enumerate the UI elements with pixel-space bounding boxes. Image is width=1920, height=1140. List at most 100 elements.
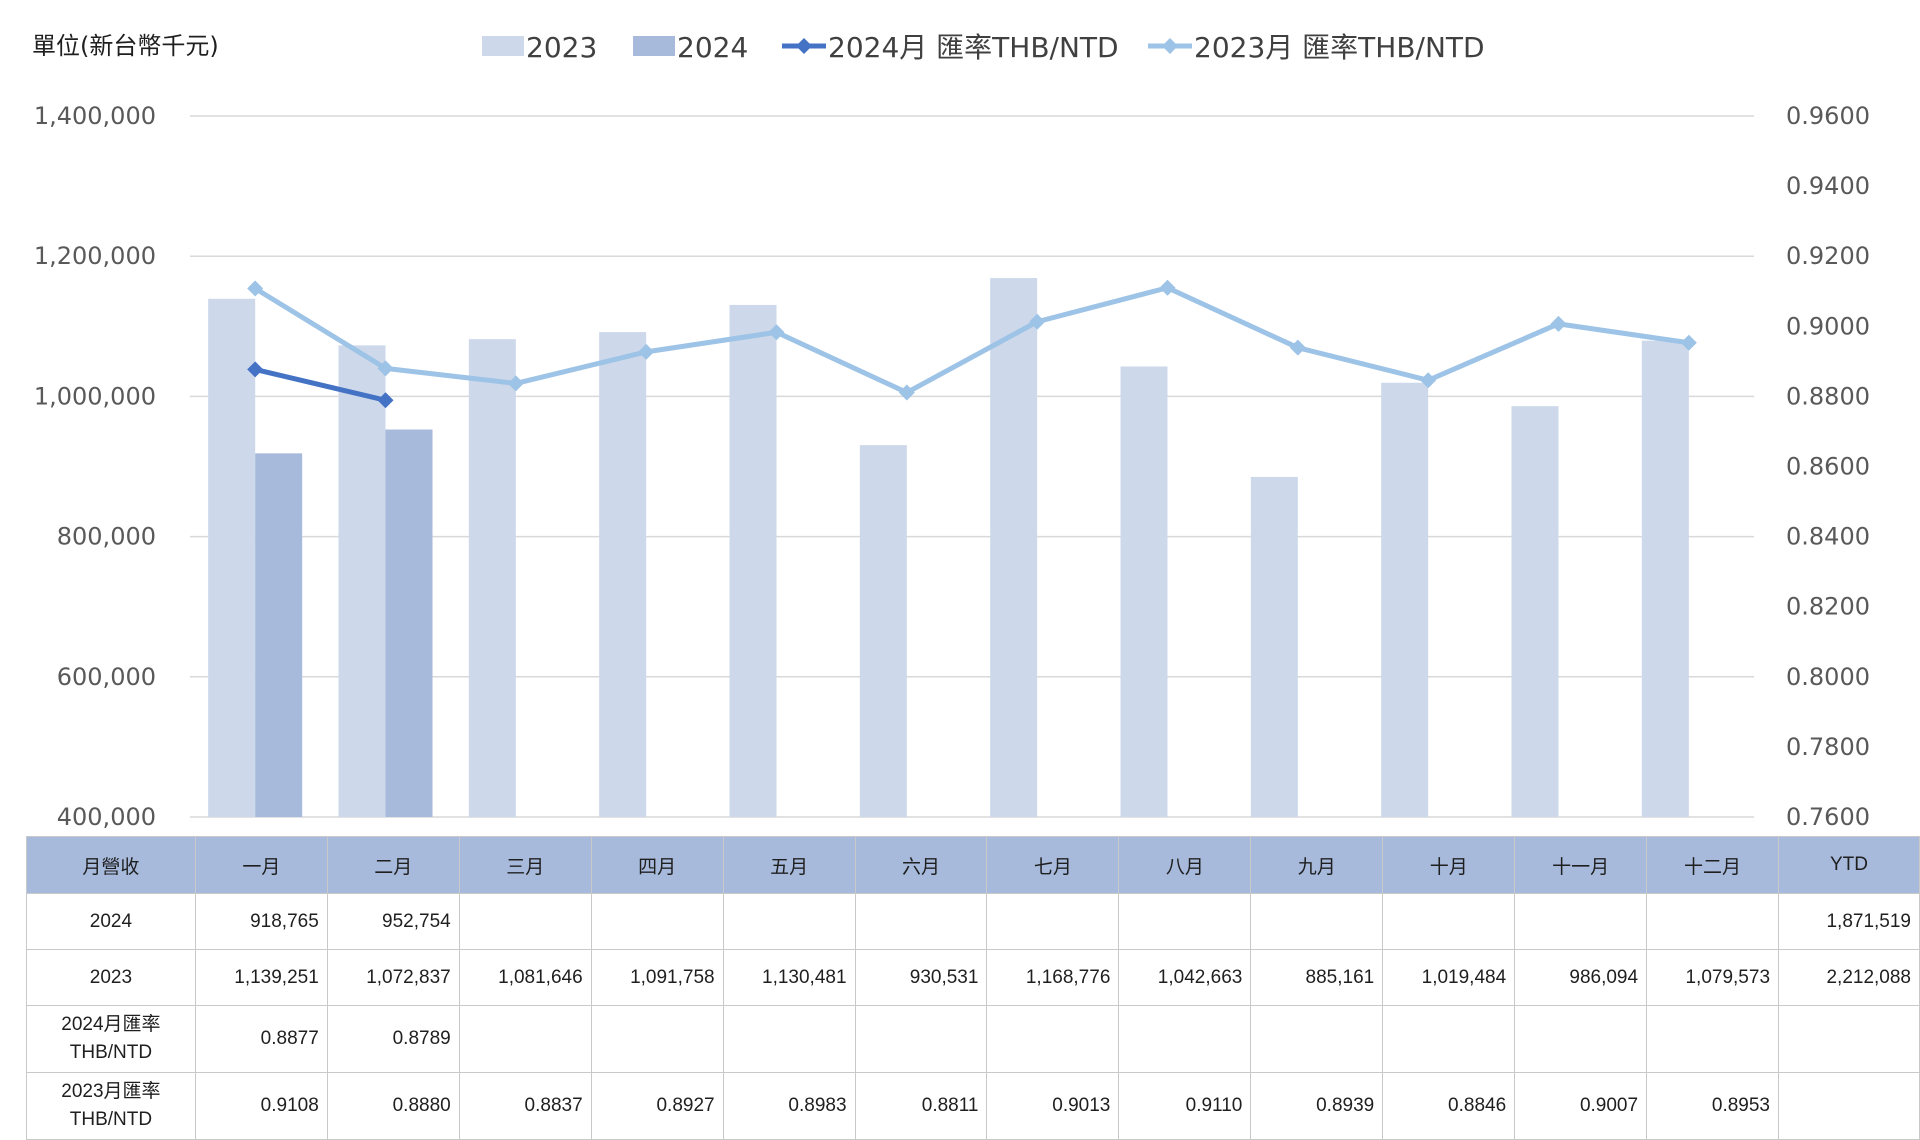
y-tick-left: 1,000,000 <box>34 382 156 410</box>
table-cell <box>722 893 856 950</box>
table-row-label: 2024 <box>26 893 196 950</box>
table-cell: 1,019,484 <box>1382 949 1516 1006</box>
table-header-cell: 十二月 <box>1646 836 1780 894</box>
table-cell <box>458 893 592 950</box>
table-header-cell: 十月 <box>1382 836 1516 894</box>
table-cell: 0.8880 <box>326 1072 460 1140</box>
legend-swatch-2024 <box>633 36 675 56</box>
table-header-cell: 十一月 <box>1514 836 1648 894</box>
legend-label-2024: 2024 <box>677 31 748 64</box>
revenue-exchange-chart: 單位(新台幣千元) 400,000 600,000 800,000 1,000,000 1… <box>32 31 1870 831</box>
y-tick-left: 800,000 <box>57 523 156 551</box>
marker-2023月 匯率THB/NTD-10 <box>1420 372 1437 389</box>
y-tick-right: 0.8000 <box>1786 663 1870 691</box>
bar-2024-1 <box>255 453 303 817</box>
table-cell: 0.8789 <box>326 1005 460 1073</box>
table-cell: 0.8927 <box>590 1072 724 1140</box>
marker-2023月 匯率THB/NTD-4 <box>638 343 655 360</box>
table-row-label-line1: 2023月匯率 <box>61 1081 161 1102</box>
table-cell <box>1118 893 1252 950</box>
table-cell <box>722 1005 856 1073</box>
table-cell <box>1778 1005 1920 1073</box>
table-cell: 0.9007 <box>1514 1072 1648 1140</box>
bar-2023-7 <box>990 278 1038 817</box>
marker-2024月 匯率THB/NTD-2 <box>377 392 394 409</box>
table-cell: 1,091,758 <box>590 949 724 1006</box>
table-cell: 0.8811 <box>854 1072 988 1140</box>
table-cell <box>1646 893 1780 950</box>
table-cell: 1,139,251 <box>194 949 328 1006</box>
table-header-cell: 二月 <box>326 836 460 894</box>
table-cell <box>590 893 724 950</box>
table-row-label-line2: THB/NTD <box>69 1109 153 1130</box>
table-header-cell: 七月 <box>986 836 1120 894</box>
table-row-label-line1: 2024月匯率 <box>61 1014 161 1035</box>
table-cell <box>1646 1005 1780 1073</box>
y-tick-right: 0.9000 <box>1786 312 1870 340</box>
table-header-cell: 六月 <box>854 836 988 894</box>
bar-2023-8 <box>1120 366 1168 817</box>
table-header-cell: 四月 <box>590 836 724 894</box>
y-tick-right: 0.8200 <box>1786 593 1870 621</box>
y-tick-right: 0.9400 <box>1786 172 1870 200</box>
table-cell: 0.8953 <box>1646 1072 1780 1140</box>
bar-2023-6 <box>859 445 907 817</box>
bar-2023-1 <box>208 298 256 817</box>
y-tick-right: 0.8800 <box>1786 382 1870 410</box>
marker-2023月 匯率THB/NTD-11 <box>1550 315 1567 332</box>
marker-2023月 匯率THB/NTD-6 <box>898 384 915 401</box>
table-header-cell: YTD <box>1778 836 1920 894</box>
bar-2023-3 <box>468 339 516 817</box>
table-cell <box>986 893 1120 950</box>
table-cell: 918,765 <box>194 893 328 950</box>
table-cell <box>1250 893 1384 950</box>
bar-2023-5 <box>729 304 777 817</box>
table-header-cell: 一月 <box>194 836 328 894</box>
table-cell <box>1514 893 1648 950</box>
table-cell: 1,079,573 <box>1646 949 1780 1006</box>
table-row-label: 2023 <box>26 949 196 1006</box>
table-cell: 2,212,088 <box>1778 949 1920 1006</box>
y-tick-right: 0.9200 <box>1786 242 1870 270</box>
table-cell <box>1778 1072 1920 1140</box>
table-cell: 0.8846 <box>1382 1072 1516 1140</box>
y-tick-left: 400,000 <box>57 803 156 831</box>
table-cell: 0.8837 <box>458 1072 592 1140</box>
legend-swatch-2023 <box>482 36 524 56</box>
y-tick-left: 1,200,000 <box>34 242 156 270</box>
table-cell: 0.9108 <box>194 1072 328 1140</box>
bar-2023-12 <box>1641 340 1689 817</box>
table-cell: 885,161 <box>1250 949 1384 1006</box>
bar-2023-4 <box>599 332 647 817</box>
marker-2023月 匯率THB/NTD-2 <box>377 360 394 377</box>
table-cell <box>1382 1005 1516 1073</box>
legend-label-2023: 2023 <box>526 31 597 64</box>
legend-marker-2023月 匯率THB/NTD <box>1162 38 1178 54</box>
marker-2024月 匯率THB/NTD-1 <box>247 361 264 378</box>
table-cell: 952,754 <box>326 893 460 950</box>
chart-svg: 單位(新台幣千元) 400,000 600,000 800,000 1,000,000 1… <box>32 31 1870 831</box>
table-header-cell: 五月 <box>722 836 856 894</box>
marker-2023月 匯率THB/NTD-12 <box>1680 334 1697 351</box>
table-cell <box>1382 893 1516 950</box>
table-cell <box>986 1005 1120 1073</box>
table-cell: 1,072,837 <box>326 949 460 1006</box>
table-row: 2023 1,139,251 1,072,837 1,081,646 1,091,758… <box>26 949 1920 1006</box>
y-tick-left: 600,000 <box>57 663 156 691</box>
bar-2023-2 <box>338 345 386 817</box>
marker-2023月 匯率THB/NTD-9 <box>1289 339 1306 356</box>
y-tick-right: 0.7800 <box>1786 733 1870 761</box>
table-cell <box>458 1005 592 1073</box>
table-cell <box>1118 1005 1252 1073</box>
table-cell: 1,081,646 <box>458 949 592 1006</box>
table-cell <box>1250 1005 1384 1073</box>
y-tick-right: 0.8600 <box>1786 453 1870 481</box>
table-cell: 1,042,663 <box>1118 949 1252 1006</box>
marker-2023月 匯率THB/NTD-1 <box>247 280 264 297</box>
legend-label-2024月 匯率THB/NTD: 2024月 匯率THB/NTD <box>828 31 1119 64</box>
table-row: 2024 918,765 952,754 1,871,519 <box>26 893 1920 950</box>
table-cell: 1,130,481 <box>722 949 856 1006</box>
line-2023月 匯率THB/NTD <box>253 285 1690 396</box>
revenue-data-table: 月營收 一月 二月 三月 四月 五月 六月 七月 八月 九月 十月 十一月 十二月 YTD 2024 918… <box>26 836 1920 1140</box>
table-body: 2024 918,765 952,754 1,871,519 2023 1,139,251… <box>26 893 1920 1140</box>
